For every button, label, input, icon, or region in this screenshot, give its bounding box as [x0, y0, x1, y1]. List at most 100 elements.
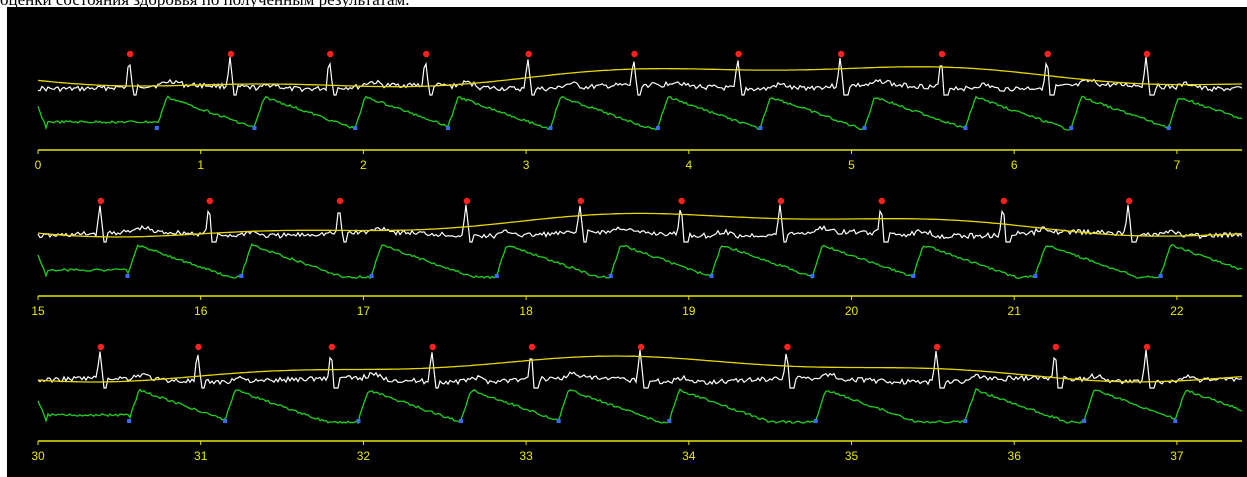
pulse-marker — [911, 274, 916, 278]
tick-label: 37 — [1170, 449, 1184, 463]
r-peak-marker — [1125, 197, 1133, 205]
tick-label: 36 — [1008, 449, 1022, 463]
pulse-marker — [1082, 419, 1087, 423]
pulse-marker — [667, 419, 672, 423]
tick-label: 0 — [35, 158, 42, 172]
r-peak-marker — [878, 197, 885, 205]
r-peak-marker — [97, 343, 105, 351]
r-peak-marker — [463, 197, 471, 205]
r-peak-marker — [525, 50, 532, 58]
tick-label: 33 — [519, 449, 533, 463]
pulse-marker — [1158, 274, 1163, 278]
r-peak-marker — [528, 343, 536, 351]
pulse-marker — [963, 419, 968, 423]
ecg-monitor-panel: 0 1 2 3 4 5 6 7 15 16 17 18 19 20 21 22 30 31 32 33 34 35 36 37 — [7, 7, 1247, 477]
pulse-marker — [1033, 274, 1038, 278]
pulse-marker — [252, 126, 257, 130]
pulse-marker — [494, 274, 499, 278]
r-peak-marker — [1044, 50, 1051, 58]
r-peak-marker — [735, 50, 742, 58]
pulse-marker — [127, 419, 132, 423]
strip-3: 30 31 32 33 34 35 36 37 — [31, 343, 1243, 463]
pulse-marker — [810, 274, 815, 278]
pulse-marker — [154, 126, 159, 130]
pressure-trace-line — [37, 66, 1242, 88]
pressure-trace-line — [37, 212, 1243, 238]
pulse-marker — [556, 419, 561, 423]
r-peak-marker — [327, 50, 334, 58]
tick-label: 7 — [1174, 158, 1181, 172]
r-peak-marker — [206, 197, 214, 205]
pulse-marker — [758, 126, 763, 130]
tick-label: 31 — [194, 449, 208, 463]
tick-label: 2 — [360, 158, 367, 172]
r-peak-marker — [637, 343, 645, 351]
r-peak-marker — [784, 343, 791, 351]
pressure-trace-line — [37, 355, 1243, 383]
strip-1: 0 1 2 3 4 5 6 7 — [35, 50, 1243, 172]
r-peak-marker — [423, 50, 430, 58]
tick-label: 18 — [519, 304, 533, 318]
r-peak-marker — [1143, 343, 1151, 351]
pulse-marker — [1166, 126, 1171, 130]
ecg-trace-line — [37, 349, 1243, 389]
tick-label: 20 — [845, 304, 859, 318]
tick-label: 5 — [848, 158, 855, 172]
pulse-marker — [548, 126, 553, 130]
pulse-marker — [446, 126, 451, 130]
tick-label: 34 — [682, 449, 696, 463]
pulse-marker — [709, 274, 714, 278]
r-peak-marker — [938, 50, 946, 58]
pulse-marker — [223, 419, 228, 423]
pulse-marker — [239, 274, 244, 278]
r-peak-marker — [328, 343, 336, 351]
tick-label: 21 — [1008, 304, 1022, 318]
pulse-marker — [353, 126, 358, 130]
r-peak-marker — [777, 197, 785, 205]
pulse-trace-line — [37, 95, 1243, 131]
caption-text: оценки состояния здоровья по полученным … — [0, 0, 1247, 9]
pulse-marker — [459, 419, 464, 423]
pulse-marker — [125, 274, 130, 278]
pulse-marker — [608, 274, 613, 278]
strip-2: 15 16 17 18 19 20 21 22 — [31, 197, 1243, 318]
r-peak-marker — [1143, 50, 1151, 58]
ecg-trace-line — [37, 56, 1243, 96]
r-peak-marker — [837, 50, 845, 58]
r-peak-marker — [1052, 343, 1060, 351]
tick-label: 16 — [194, 304, 208, 318]
r-peak-marker — [577, 197, 584, 205]
ecg-trace-line — [37, 204, 1243, 243]
r-peak-marker — [227, 50, 235, 58]
pulse-marker — [655, 126, 660, 130]
tick-label: 32 — [357, 449, 371, 463]
tick-label: 19 — [682, 304, 696, 318]
tick-label: 22 — [1170, 304, 1184, 318]
pulse-marker — [1173, 419, 1178, 423]
r-peak-marker — [429, 343, 436, 351]
r-peak-marker — [126, 50, 134, 58]
tick-label: 6 — [1011, 158, 1018, 172]
pulse-marker — [963, 126, 968, 130]
r-peak-marker — [678, 197, 685, 205]
tick-label: 4 — [685, 158, 692, 172]
tick-label: 15 — [31, 304, 45, 318]
pulse-marker — [369, 274, 374, 278]
pulse-marker — [1069, 126, 1074, 130]
r-peak-marker — [336, 197, 344, 205]
r-peak-marker — [195, 343, 202, 351]
tick-label: 17 — [357, 304, 371, 318]
pulse-marker — [356, 419, 361, 423]
tick-label: 30 — [31, 449, 45, 463]
r-peak-marker — [1000, 197, 1008, 205]
r-peak-marker — [631, 50, 638, 58]
r-peak-marker — [97, 197, 105, 205]
tick-label: 3 — [523, 158, 530, 172]
r-peak-marker — [933, 343, 941, 351]
pulse-trace-line — [37, 388, 1243, 425]
pulse-trace-line — [37, 243, 1243, 280]
pulse-marker — [813, 419, 818, 423]
tick-label: 1 — [197, 158, 204, 172]
pulse-marker — [862, 126, 867, 130]
